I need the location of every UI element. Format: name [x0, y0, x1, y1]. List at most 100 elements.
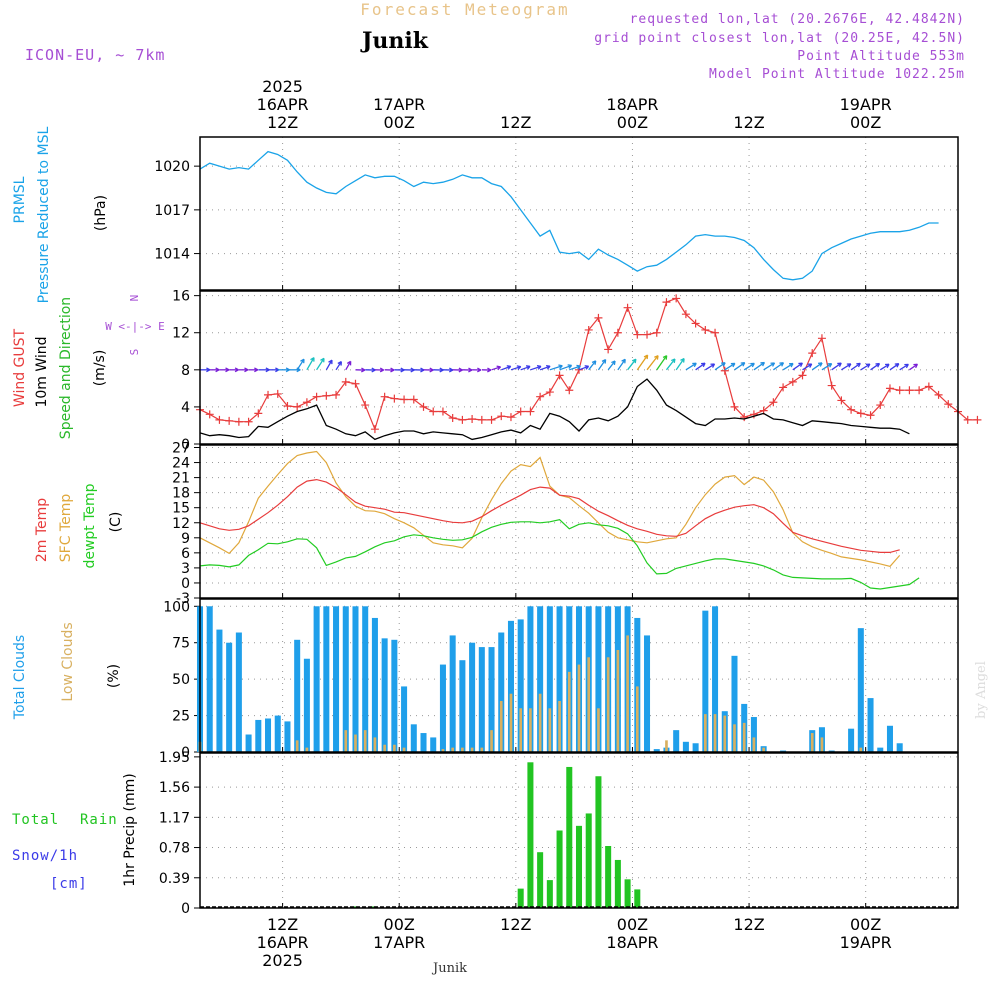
gust-point [409, 395, 418, 404]
clouds-label-total: Total Clouds [12, 635, 28, 720]
total-clouds-bar [644, 635, 651, 752]
gust-point [312, 392, 321, 401]
total-clouds-bar [507, 620, 514, 752]
gust-point [438, 407, 447, 416]
footer-location: Junik [431, 961, 467, 976]
low-clouds-bar [548, 708, 552, 752]
gust-point [215, 415, 224, 424]
wind-arrow [345, 361, 352, 371]
precip-unit: 1hr Precip (mm) [122, 773, 138, 886]
wind-arrow [714, 362, 726, 371]
wind-arrow-head [601, 359, 607, 364]
gust-point [847, 405, 856, 414]
bottom-time-label: 12Z [267, 915, 298, 934]
bottom-time-label: 2025 [262, 951, 303, 970]
gust-point [477, 415, 486, 424]
low-clouds-bar [305, 747, 309, 752]
precip-bar [585, 813, 592, 908]
top-time-label: 19APR [840, 95, 892, 114]
wind-arrow-head [361, 367, 366, 373]
top-time-label: 16APR [257, 95, 309, 114]
wind-arrow-head [885, 363, 890, 369]
total-clouds-bar [323, 606, 330, 752]
wind-arrow-head [894, 363, 900, 368]
precipitation-panel: 0 0.39 0.78 1.17 1.56 1.95 [159, 750, 959, 917]
total-clouds-bar [546, 606, 553, 752]
gust-point [448, 414, 457, 423]
temp-ytick-label: 24 [172, 456, 190, 472]
total-clouds-bar [352, 606, 359, 752]
precip-ytick-label: 0.78 [159, 841, 190, 857]
compass-s: S [128, 349, 141, 356]
clouds-ytick-label: 50 [172, 672, 190, 688]
wind-arrow [860, 363, 871, 371]
gust-point [332, 390, 341, 399]
wind-arrow [646, 355, 659, 371]
wind-arrow-head [904, 363, 909, 369]
gust-point [613, 328, 622, 337]
top-time-label: 18APR [606, 95, 658, 114]
gust-point [468, 414, 477, 423]
wind-arrow-head [692, 362, 697, 368]
wind-label-speed-dir: Speed and Direction [58, 297, 74, 439]
temp-ytick-label: 0 [181, 576, 190, 592]
wind-arrow [695, 362, 706, 371]
clouds-unit: (%) [106, 664, 122, 688]
total-clouds-bar [731, 655, 738, 752]
clouds-frame [199, 598, 959, 753]
wind-arrow-head [234, 367, 239, 373]
wind-arrow-head [390, 367, 395, 373]
low-clouds-bar [461, 747, 464, 752]
precip-bar [546, 880, 553, 908]
gust-point [254, 409, 263, 418]
precip-bar [566, 766, 573, 908]
wind-arrow-head [516, 365, 522, 370]
gust-point [400, 395, 409, 404]
low-clouds-bar [402, 747, 406, 752]
gust-point [234, 417, 243, 426]
bottom-time-label: 12Z [500, 915, 531, 934]
clouds-ytick-label: 100 [163, 599, 190, 615]
wind-arrow-head [429, 367, 434, 373]
gust-point [934, 390, 943, 399]
wind-ytick-label: 8 [181, 363, 190, 379]
low-clouds-bar [742, 722, 746, 752]
wind-arrow [724, 362, 736, 371]
total-clouds-bar [469, 642, 476, 752]
pressure-ytick-label: 1014 [154, 247, 190, 263]
wind-arrow-head [379, 367, 385, 373]
wind-arrow-head [807, 363, 813, 368]
wind-arrow [549, 365, 563, 371]
wind-ytick-label: 12 [172, 326, 190, 342]
total-clouds-bar [206, 606, 213, 752]
wind-arrow-head [346, 360, 352, 366]
wind-arrow [821, 363, 832, 371]
bottom-time-label: 00Z [617, 915, 648, 934]
total-clouds-bar [886, 725, 893, 752]
sfc-temp-line [199, 450, 901, 568]
gust-point [885, 384, 894, 393]
wind-arrow [889, 363, 900, 371]
top-time-label: 17APR [373, 95, 425, 114]
wind-arrow-head [328, 359, 333, 365]
total-clouds-bar [342, 606, 349, 752]
pressure-line [199, 150, 939, 281]
low-clouds-bar [383, 744, 386, 752]
wind-arrow-head [545, 364, 551, 370]
low-clouds-bar [567, 671, 571, 752]
gust-point [487, 415, 496, 424]
wind-arrow [559, 364, 572, 371]
wind-arrow [530, 365, 542, 371]
wind-arrow [578, 365, 589, 371]
gust-point [788, 377, 797, 386]
wind-arrow [335, 361, 342, 371]
low-clouds-bar [597, 708, 600, 752]
wind-arrow [782, 362, 794, 371]
top-time-label: 12Z [733, 113, 764, 132]
temp-label-2m: 2m Temp [34, 498, 50, 562]
total-clouds-bar [439, 664, 446, 752]
gust-point [798, 371, 807, 380]
wind-arrow-head [310, 357, 315, 362]
precip-label-total: Total [12, 812, 59, 828]
